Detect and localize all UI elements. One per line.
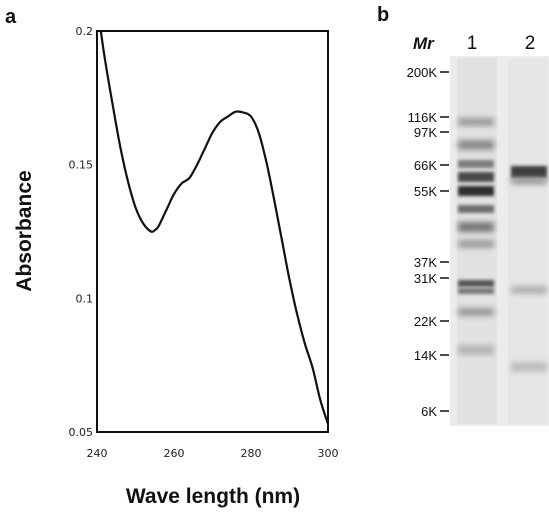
lane-1-band bbox=[458, 222, 494, 232]
plot-frame bbox=[96, 30, 329, 433]
marker-label: 37K bbox=[414, 255, 437, 270]
marker-label: 66K bbox=[414, 158, 437, 173]
marker-label: 6K bbox=[421, 404, 437, 419]
lane-2-band bbox=[511, 362, 547, 372]
lane-1-band bbox=[458, 345, 494, 355]
y-axis-ticks: 0.05 0.1 0.15 0.2 bbox=[69, 25, 94, 439]
panel-a-letter: a bbox=[5, 6, 17, 28]
marker-label: 116K bbox=[408, 110, 438, 125]
lane-2-band bbox=[511, 178, 547, 184]
gel-panel: Mr 1 2 200 bbox=[407, 33, 549, 426]
lane-1-band bbox=[458, 186, 494, 196]
x-tick-label: 280 bbox=[241, 447, 262, 460]
x-tick-label: 240 bbox=[87, 447, 108, 460]
lane-1-band bbox=[458, 308, 494, 316]
y-tick-label: 0.05 bbox=[69, 426, 94, 439]
lane-1-band bbox=[458, 288, 494, 294]
y-tick-label: 0.15 bbox=[69, 159, 94, 172]
lane-1-band bbox=[458, 240, 494, 248]
y-tick-label: 0.1 bbox=[76, 292, 94, 305]
marker-label: 200K bbox=[407, 65, 438, 80]
lane-2-band bbox=[511, 166, 547, 178]
x-axis-ticks: 240 260 280 300 bbox=[87, 447, 339, 460]
absorbance-chart: 0.05 0.1 0.15 0.2 240 260 280 300 Wave length … bbox=[13, 25, 339, 508]
lane-1-band bbox=[458, 118, 494, 126]
y-tick-label: 0.2 bbox=[76, 25, 94, 38]
lane-1-band bbox=[458, 205, 494, 213]
marker-label: 31K bbox=[414, 271, 437, 286]
absorbance-series-line bbox=[99, 30, 330, 425]
x-axis-title: Wave length (nm) bbox=[126, 485, 300, 508]
x-tick-label: 300 bbox=[318, 447, 339, 460]
x-tick-label: 260 bbox=[164, 447, 185, 460]
y-axis-title: Absorbance bbox=[13, 170, 36, 291]
lane-2-label: 2 bbox=[525, 33, 536, 54]
marker-label: 97K bbox=[414, 125, 437, 140]
lane-1-band bbox=[458, 280, 494, 287]
lane-2-band bbox=[511, 286, 547, 294]
lane-1-label: 1 bbox=[467, 33, 478, 54]
marker-ladder: 200K 116K 97K 66K 55K 37K 31K 22K 14K 6K bbox=[407, 65, 449, 419]
marker-label: 22K bbox=[414, 314, 437, 329]
lane-1-band bbox=[458, 172, 494, 182]
marker-label: 55K bbox=[414, 184, 437, 199]
mr-label: Mr bbox=[413, 34, 435, 53]
panel-b-letter: b bbox=[377, 4, 389, 26]
lane-1-band bbox=[458, 160, 494, 168]
lane-1-band bbox=[458, 140, 494, 150]
marker-label: 14K bbox=[414, 348, 437, 363]
lane-1-bands bbox=[458, 118, 494, 355]
lane-2-bands bbox=[511, 166, 547, 372]
